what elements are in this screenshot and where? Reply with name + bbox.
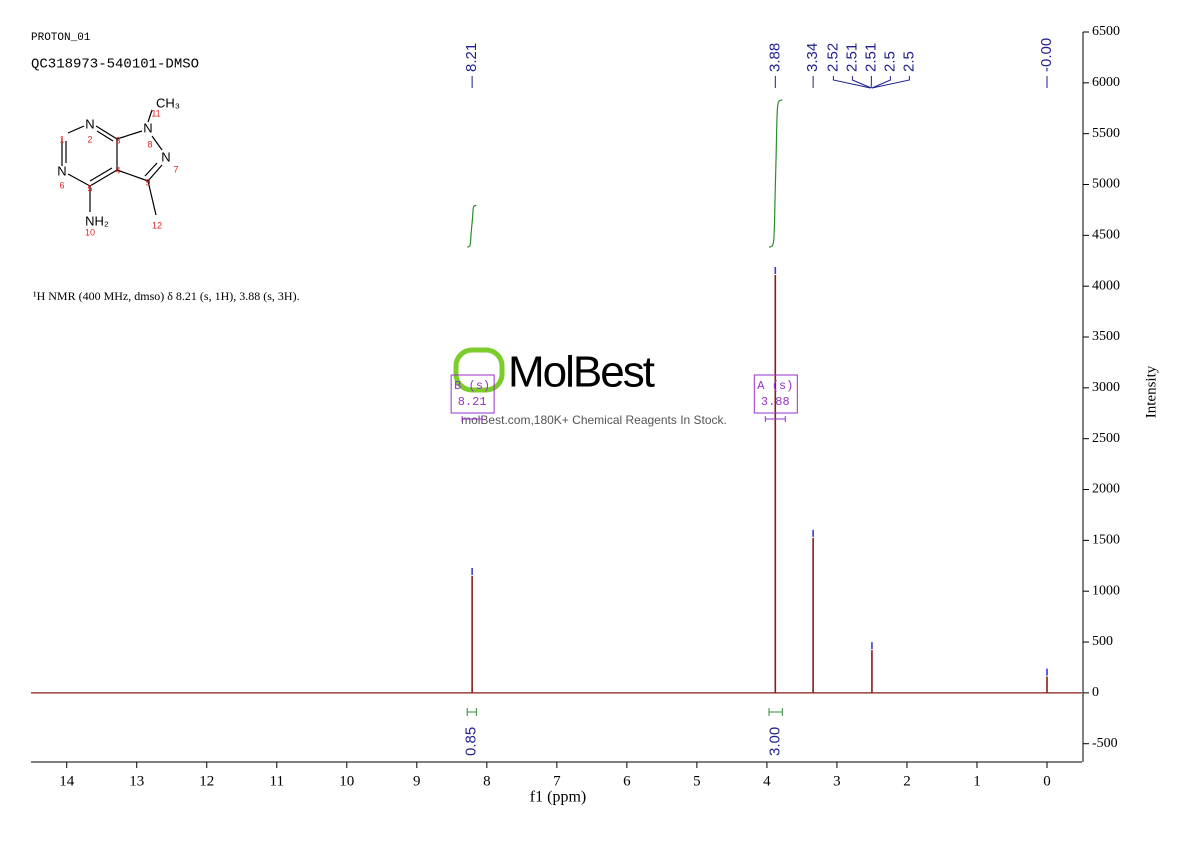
atom-number: 9 [145, 177, 150, 187]
x-tick-label: 4 [763, 773, 771, 789]
multiplet-label: B (s) [454, 379, 490, 393]
peak-label: 2.51 [862, 43, 879, 72]
x-tick-label: 6 [623, 773, 631, 789]
multiplet-box [450, 374, 495, 414]
bond [147, 180, 157, 216]
peak-label-connector [851, 76, 872, 89]
y-tick-label: 5500 [1092, 126, 1120, 141]
bond [67, 125, 85, 134]
x-tick-label: 3 [833, 773, 841, 789]
x-tick-label: 1 [973, 773, 981, 789]
atom-label: NH₂ [85, 213, 109, 228]
multiplet-range [461, 416, 483, 422]
bond [144, 162, 158, 177]
integral-curve [768, 99, 783, 248]
bond [89, 169, 118, 187]
peak-label: 2.5 [900, 51, 917, 72]
atom-number: 6 [59, 180, 64, 190]
multiplet-shift: 3.88 [761, 395, 790, 409]
bond [116, 130, 143, 140]
x-axis-label: f1 (ppm) [530, 789, 586, 806]
watermark-brand: MolBest [508, 348, 655, 397]
y-tick-label: 5000 [1092, 177, 1120, 192]
watermark-logo [453, 347, 505, 393]
x-tick-label: 8 [483, 773, 491, 789]
atom-label: N [85, 116, 94, 131]
annotation: ¹H NMR (400 MHz, dmso) δ 8.21 (s, 1H), 3… [33, 289, 300, 303]
peak-label: 2.51 [843, 43, 860, 72]
atom-number: 7 [173, 164, 178, 174]
x-tick-label: 7 [553, 773, 561, 789]
x-tick-label: 9 [413, 773, 421, 789]
peak-label: 2.52 [824, 43, 841, 72]
peak-label: 3.88 [766, 43, 783, 72]
y-tick-label: 0 [1092, 685, 1099, 700]
atom-number: 3 [115, 135, 120, 145]
x-tick-label: 12 [199, 773, 214, 789]
watermark: MolBest molBest.com,180K+ Chemical Reagen… [453, 347, 727, 427]
integral-bracket [466, 708, 477, 716]
x-tick-label: 2 [903, 773, 911, 789]
bond [151, 135, 163, 151]
x-tick-label: 11 [270, 773, 284, 789]
bond [147, 109, 153, 123]
y-tick-label: 6500 [1092, 24, 1120, 39]
y-tick-label: 2500 [1092, 431, 1120, 446]
bond [67, 173, 91, 187]
x-tick-label: 0 [1043, 773, 1051, 789]
peak-label-connector [832, 76, 871, 89]
atom-label: N [57, 163, 66, 178]
y-tick-label: 3500 [1092, 329, 1120, 344]
atom-label: CH₃ [156, 95, 180, 110]
multiplet-box [753, 374, 798, 414]
integral-bracket [768, 708, 783, 716]
y-tick-label: 4500 [1092, 228, 1120, 243]
atom-number: 1 [59, 134, 64, 144]
peak-label: 8.21 [463, 43, 480, 72]
multiplet-range [764, 416, 786, 422]
x-tick-label: 13 [129, 773, 144, 789]
atom-number: 5 [87, 183, 92, 193]
peak-label-connector [871, 76, 910, 89]
atom-number: 4 [115, 165, 120, 175]
atom-label: N [143, 120, 152, 135]
bond [147, 164, 163, 182]
y-tick-label: 2000 [1092, 482, 1120, 497]
atom-number: 11 [151, 108, 160, 118]
atom-number: 8 [147, 139, 152, 149]
x-tick-label: 10 [339, 773, 354, 789]
bond [89, 167, 113, 182]
chart-title: PROTON_01 [31, 32, 91, 44]
y-axis-label: Intensity [1143, 365, 1159, 418]
peak-label: -0.00 [1038, 38, 1055, 72]
y-tick-label: 500 [1092, 634, 1113, 649]
y-tick-label: 4000 [1092, 278, 1120, 293]
y-tick-label: 1500 [1092, 533, 1120, 548]
y-tick-label: -500 [1092, 736, 1118, 751]
x-tick-label: 5 [693, 773, 701, 789]
atom-label: N [161, 149, 170, 164]
bond [95, 125, 118, 140]
multiplet-shift: 8.21 [458, 395, 487, 409]
atom-number: 2 [87, 134, 92, 144]
watermark-text: molBest.com,180K+ Chemical Reagents In S… [461, 413, 727, 427]
atom-number: 12 [152, 220, 162, 230]
y-tick-label: 3000 [1092, 380, 1120, 395]
atom-number: 10 [85, 227, 95, 237]
chart-subtitle: QC318973-540101-DMSO [31, 57, 199, 73]
integral-label: 3.00 [767, 727, 784, 756]
multiplet-label: A (s) [757, 379, 793, 393]
bond [96, 130, 114, 142]
integral-curve [467, 204, 477, 248]
y-tick-label: 6000 [1092, 75, 1120, 90]
y-tick-label: 1000 [1092, 583, 1120, 598]
bond [116, 169, 149, 182]
peak-label-connector [871, 76, 891, 89]
x-tick-label: 14 [59, 773, 75, 789]
peak-label: 2.5 [881, 51, 898, 72]
integral-label: 0.85 [463, 727, 480, 756]
peak-label: 3.34 [804, 43, 821, 72]
structure [61, 109, 163, 216]
